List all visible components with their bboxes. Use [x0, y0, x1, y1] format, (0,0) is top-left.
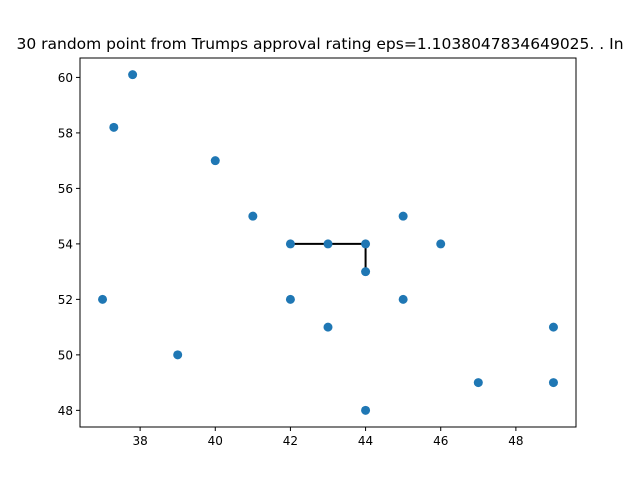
data-point-12	[398, 294, 408, 304]
data-point-2	[210, 156, 220, 166]
data-point-16	[473, 378, 483, 388]
data-point-15	[173, 350, 183, 360]
data-point-17	[548, 378, 558, 388]
y-tick-label-2: 52	[58, 293, 73, 307]
data-point-7	[361, 239, 371, 249]
data-point-6	[323, 239, 333, 249]
data-point-9	[361, 267, 371, 277]
data-point-11	[285, 294, 295, 304]
y-axis: 48 50 52 54 56 58 60	[58, 71, 80, 418]
data-point-3	[248, 211, 258, 221]
x-tick-label-1: 40	[208, 434, 223, 448]
x-tick-label-2: 42	[283, 434, 298, 448]
points-layer	[98, 70, 558, 415]
y-tick-label-0: 48	[58, 404, 73, 418]
data-point-4	[398, 211, 408, 221]
y-tick-label-3: 54	[58, 237, 73, 251]
data-point-5	[285, 239, 295, 249]
y-tick-label-6: 60	[58, 71, 73, 85]
x-tick-label-0: 38	[132, 434, 147, 448]
data-point-18	[361, 405, 371, 415]
chart-title: 30 random point from Trumps approval rat…	[16, 35, 623, 53]
y-tick-label-4: 56	[58, 182, 73, 196]
plot-frame	[79, 57, 577, 428]
y-tick-label-5: 58	[58, 126, 73, 140]
data-point-0	[128, 70, 138, 80]
x-axis: 38 40 42 44 46 48	[132, 427, 524, 448]
segments-layer	[290, 242, 367, 272]
data-point-1	[109, 122, 119, 132]
x-tick-label-4: 46	[433, 434, 448, 448]
x-tick-label-5: 48	[508, 434, 523, 448]
y-tick-label-1: 50	[58, 348, 73, 362]
x-tick-label-3: 44	[358, 434, 373, 448]
data-point-8	[436, 239, 446, 249]
data-point-10	[98, 294, 108, 304]
data-point-13	[323, 322, 333, 332]
data-point-14	[548, 322, 558, 332]
